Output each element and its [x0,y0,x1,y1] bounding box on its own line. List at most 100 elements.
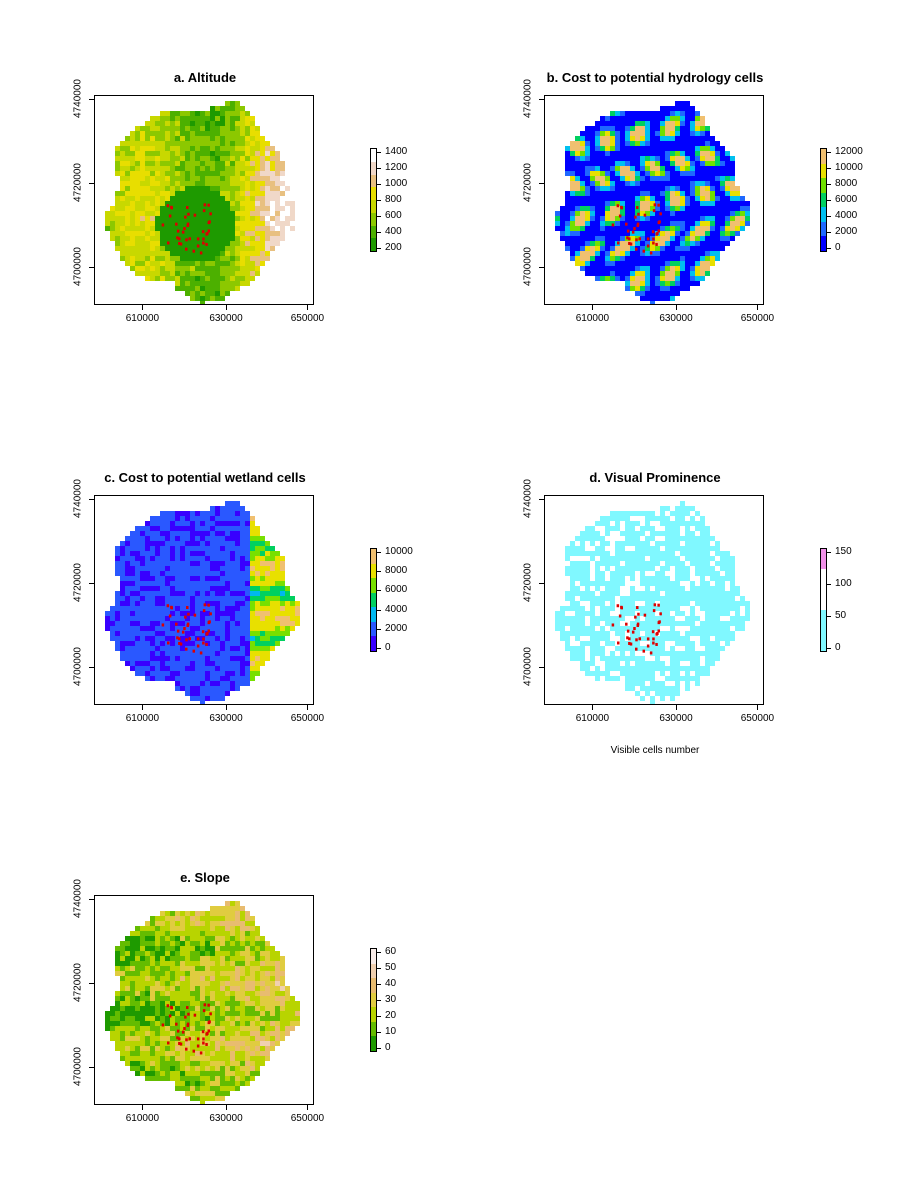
site-point [186,1006,189,1010]
legend-swatch [371,212,376,226]
legend-tick [377,232,381,233]
legend-tick [827,184,831,185]
site-point [205,242,208,246]
legend-swatch [371,607,376,622]
legend-swatch [371,187,376,200]
x-tick-mark [307,705,309,710]
site-point [631,630,635,634]
site-point [179,242,183,246]
site-point [657,621,661,625]
site-point [657,203,660,207]
x-tick-mark [226,305,227,310]
site-point [203,203,207,207]
legend-swatch [821,548,826,570]
y-tick-mark [539,183,544,185]
site-point [185,638,188,642]
legend-label: 4000 [385,603,408,615]
site-point [643,613,647,617]
x-tick-label: 650000 [290,713,325,724]
site-point [183,1027,186,1031]
site-point [179,642,183,646]
legend-tick [377,571,381,573]
site-point [202,209,206,213]
legend-label: 50 [835,610,847,621]
y-tick-mark [89,183,94,185]
site-point [629,642,633,646]
site-point [207,1029,211,1033]
raster-map [105,901,300,1104]
legend-swatch [821,207,826,222]
legend-label: 1400 [385,146,408,157]
site-point [651,230,655,234]
legend-label: 2000 [385,622,408,634]
legend-swatch [821,163,826,179]
legend-label: 60 [385,946,397,957]
site-point [186,206,189,210]
site-point [207,629,211,633]
site-point [202,637,205,641]
color-legend [370,948,377,1052]
legend-swatch [371,174,376,188]
legend-label: 0 [385,1042,391,1053]
site-point [178,637,181,641]
legend-swatch [821,178,826,193]
site-point [653,603,657,607]
site-point [616,204,620,208]
site-point [185,247,188,251]
legend-label: 4000 [835,210,858,221]
site-point [178,241,181,245]
legend-tick [827,552,831,553]
legend-swatch [371,963,376,979]
site-point [185,1038,188,1042]
legend-swatch [371,1007,376,1022]
site-point [638,237,642,241]
map-title: b. Cost to potential hydrology cells [546,70,764,85]
x-tick-label: 650000 [290,1113,325,1124]
y-tick-label: 4720000 [72,563,84,603]
site-point [653,203,657,207]
site-point [659,612,662,616]
site-point [187,612,190,616]
legend-tick [827,200,831,201]
site-point [646,637,650,641]
legend-label: 50 [385,962,397,973]
site-point [170,1005,173,1009]
legend-tick [377,1048,381,1049]
legend-tick [827,152,831,153]
x-tick-label: 610000 [575,713,610,724]
site-point [205,1042,208,1046]
legend-label: 0 [835,642,841,653]
site-point [175,222,178,226]
legend-tick [377,184,381,185]
x-tick-mark [676,305,677,310]
x-axis-label: Visible cells number [610,745,700,756]
site-point [178,1037,181,1041]
site-point [202,609,206,613]
site-point [186,224,190,228]
site-point [657,629,661,633]
site-point [183,627,186,631]
site-point [207,203,210,207]
site-point [611,223,615,227]
site-point [626,229,630,233]
site-point [628,641,631,645]
color-legend [820,548,827,652]
site-point [646,237,650,241]
raster-map [555,501,750,704]
legend-label: 100 [835,578,852,589]
site-point [655,632,658,636]
site-point [181,630,185,634]
legend-label: 0 [835,242,841,253]
site-point [202,641,205,645]
legend-tick [827,216,831,217]
site-point [635,638,638,642]
map-title: d. Visual Prominence [589,470,721,485]
site-point [181,230,185,234]
raster-map [105,101,300,304]
site-point [178,641,181,645]
site-point [207,621,211,625]
site-point [618,214,622,218]
x-tick-label: 610000 [125,713,160,724]
site-point [185,1047,188,1051]
raster-map [555,101,750,304]
